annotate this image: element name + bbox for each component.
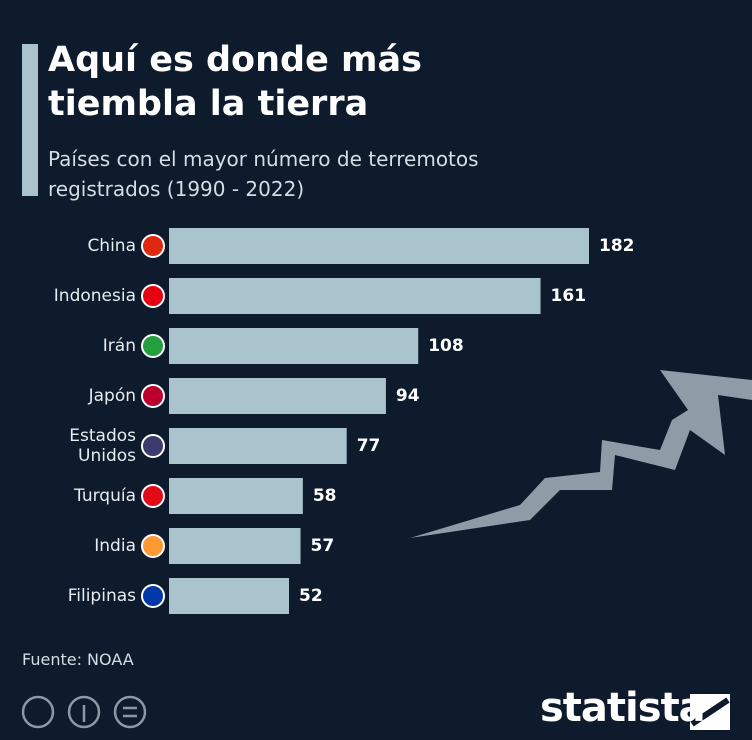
flag-icon [141, 334, 165, 358]
flag-icon [141, 584, 165, 608]
category-label: Japón [88, 386, 136, 406]
value-label: 58 [312, 486, 337, 506]
bar [169, 428, 347, 464]
flag-icon [141, 484, 165, 508]
title-accent [22, 44, 38, 196]
chart-subtitle: Países con el mayor número de terremotos… [48, 147, 479, 201]
category-label: Irán [102, 336, 136, 356]
license-icons [21, 695, 147, 729]
value-label: 108 [428, 336, 464, 356]
flag-icon [141, 234, 165, 258]
crack-decoration [410, 370, 752, 538]
bar [169, 528, 301, 564]
chart-title: Aquí es donde más tiembla la tierra [48, 40, 422, 124]
category-label: China [87, 236, 136, 256]
bar [169, 578, 289, 614]
category-label: Turquía [74, 486, 136, 506]
category-label: Estados Unidos [69, 426, 136, 466]
flag-icon [141, 434, 165, 458]
category-label: Filipinas [67, 586, 136, 606]
value-label: 182 [599, 236, 635, 256]
value-label: 57 [310, 536, 335, 556]
flag-icon [141, 284, 165, 308]
brand-icon-stripe [690, 697, 730, 727]
bar [169, 478, 303, 514]
category-label: India [94, 536, 136, 556]
bar [169, 378, 386, 414]
flag-icon [141, 384, 165, 408]
value-label: 161 [550, 286, 587, 306]
bar [169, 228, 589, 264]
flag-icon [141, 534, 165, 558]
bar [169, 328, 419, 364]
value-label: 77 [356, 436, 381, 456]
bar [169, 278, 541, 314]
brand-logo: statista [540, 685, 706, 731]
source-note: Fuente: NOAA [22, 650, 134, 669]
value-label: 94 [395, 386, 420, 406]
category-label: Indonesia [53, 286, 136, 306]
value-label: 52 [299, 586, 323, 606]
